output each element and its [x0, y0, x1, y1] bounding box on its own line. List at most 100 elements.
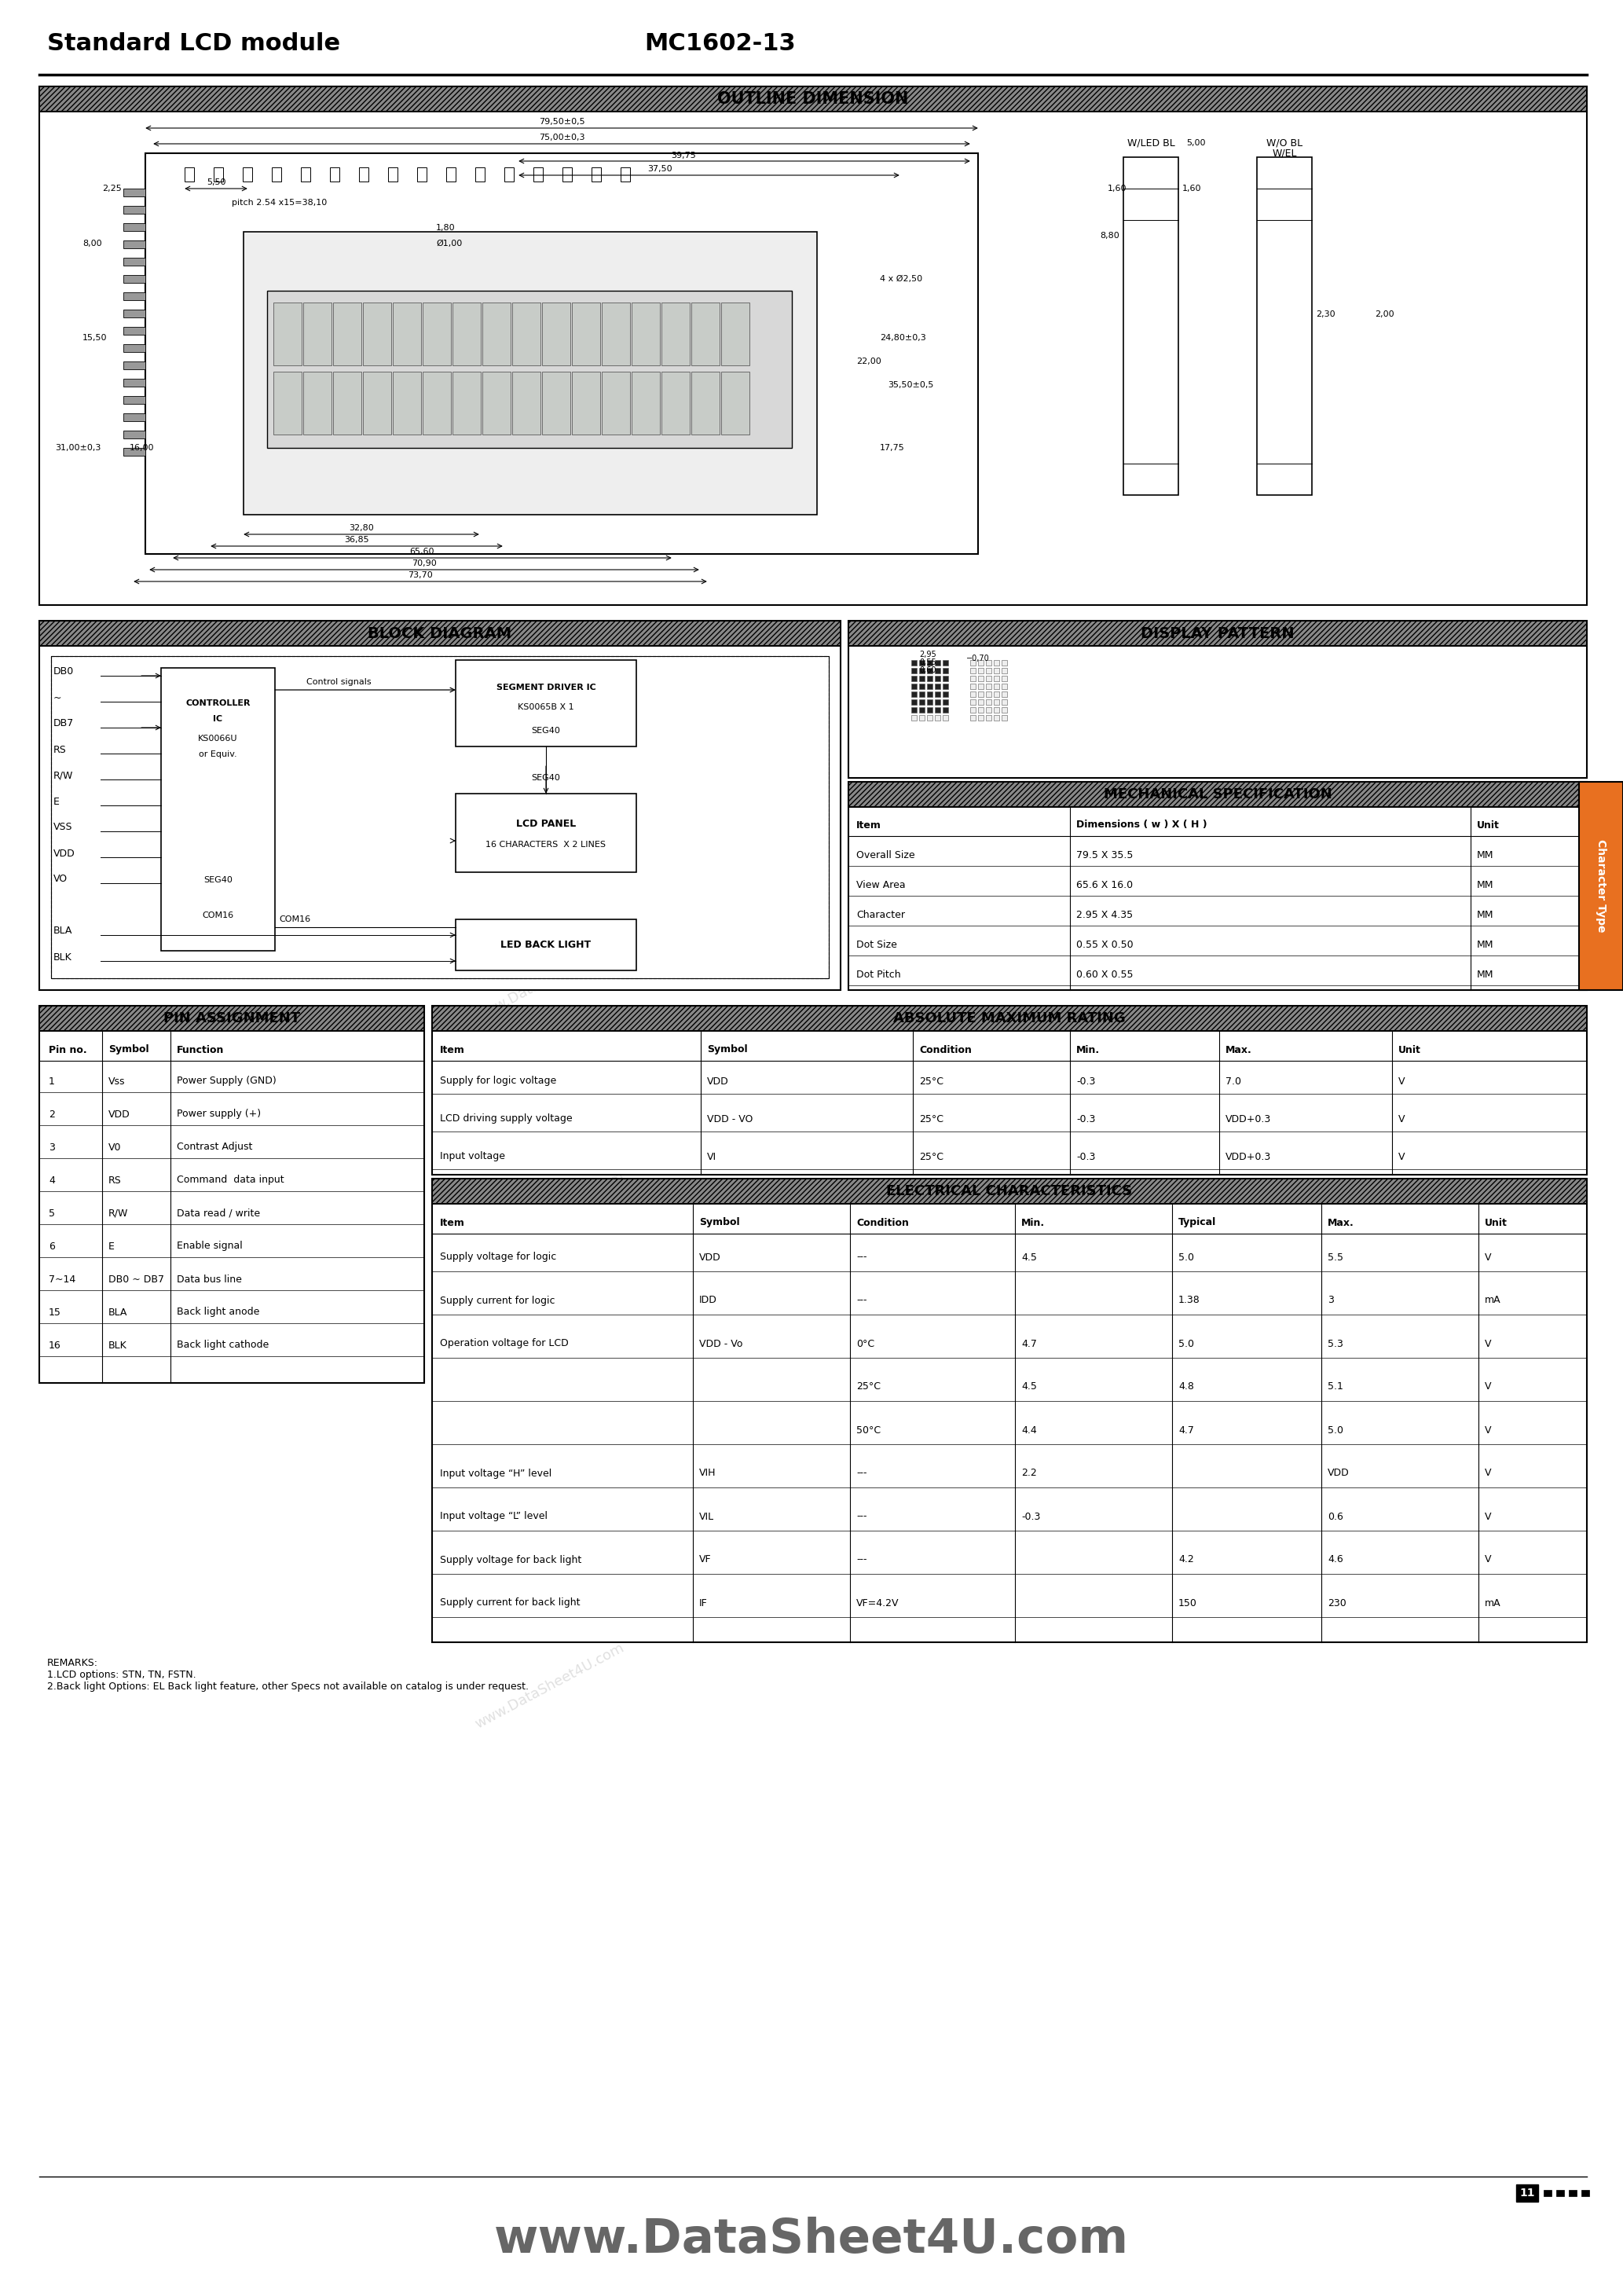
Text: 0,55: 0,55: [919, 659, 936, 666]
Text: VDD - VO: VDD - VO: [708, 1114, 753, 1125]
Text: Unit: Unit: [1485, 1217, 1508, 1228]
Bar: [935, 691, 940, 698]
Bar: [927, 700, 933, 705]
Text: Item: Item: [440, 1217, 464, 1228]
Text: 4.2: 4.2: [1178, 1554, 1195, 1566]
Text: BLK: BLK: [54, 953, 71, 962]
Text: Power Supply (GND): Power Supply (GND): [177, 1077, 276, 1086]
Text: 31,00±0,3: 31,00±0,3: [55, 443, 101, 452]
Text: LED BACK LIGHT: LED BACK LIGHT: [502, 939, 591, 951]
Text: VF=4.2V: VF=4.2V: [857, 1598, 899, 1607]
Text: 2,00: 2,00: [1375, 310, 1394, 319]
Bar: [849, 783, 1587, 806]
Bar: [911, 707, 917, 712]
Text: V: V: [1485, 1251, 1492, 1263]
Text: SEG40: SEG40: [531, 728, 560, 735]
Text: Pin no.: Pin no.: [49, 1045, 88, 1054]
Text: V: V: [1399, 1077, 1406, 1086]
Bar: [214, 168, 222, 181]
Bar: [979, 675, 984, 682]
Bar: [243, 232, 816, 514]
Text: 79,50±0,5: 79,50±0,5: [539, 117, 584, 126]
Text: www.DataSheet4U.com: www.DataSheet4U.com: [472, 934, 626, 1024]
Text: 8,00: 8,00: [83, 239, 102, 248]
Text: 5,00: 5,00: [1186, 140, 1206, 147]
Text: RS: RS: [109, 1176, 122, 1185]
Text: www.DataSheet4U.com: www.DataSheet4U.com: [472, 1169, 626, 1261]
Bar: [979, 714, 984, 721]
Text: LCD PANEL: LCD PANEL: [516, 817, 576, 829]
Bar: [662, 372, 690, 434]
Bar: [446, 168, 456, 181]
Text: 11: 11: [1519, 2188, 1535, 2200]
Text: 4.7: 4.7: [1178, 1426, 1195, 1435]
Text: View Area: View Area: [857, 879, 906, 891]
Text: DB7: DB7: [54, 719, 75, 728]
Text: E: E: [54, 797, 60, 806]
Bar: [482, 303, 511, 365]
Text: 50°C: 50°C: [857, 1426, 881, 1435]
Text: 15: 15: [49, 1306, 62, 1318]
Text: 16,00: 16,00: [130, 443, 154, 452]
Bar: [919, 668, 925, 673]
Bar: [1001, 714, 1008, 721]
Text: 65,60: 65,60: [409, 549, 435, 556]
Text: 4.6: 4.6: [1328, 1554, 1344, 1566]
Text: 4.5: 4.5: [1021, 1382, 1037, 1391]
Text: Min.: Min.: [1021, 1217, 1045, 1228]
Bar: [691, 372, 719, 434]
Bar: [1256, 156, 1311, 496]
Bar: [935, 668, 940, 673]
Bar: [1579, 783, 1623, 990]
Text: 0°C: 0°C: [857, 1339, 875, 1348]
Bar: [919, 707, 925, 712]
Text: OUTLINE DIMENSION: OUTLINE DIMENSION: [717, 92, 909, 108]
Bar: [1001, 659, 1008, 666]
Text: Back light cathode: Back light cathode: [177, 1341, 269, 1350]
Text: 1,60: 1,60: [1182, 184, 1201, 193]
Bar: [329, 168, 339, 181]
Bar: [935, 675, 940, 682]
Text: ---: ---: [857, 1511, 867, 1522]
Text: 2.95 X 4.35: 2.95 X 4.35: [1076, 909, 1133, 921]
Text: MM: MM: [1477, 939, 1493, 951]
Bar: [631, 303, 661, 365]
Text: 25°C: 25°C: [919, 1114, 943, 1125]
Text: Supply current for back light: Supply current for back light: [440, 1598, 579, 1607]
Bar: [662, 303, 690, 365]
Bar: [971, 714, 975, 721]
Bar: [456, 918, 636, 971]
Text: -0.3: -0.3: [1076, 1114, 1096, 1125]
Bar: [943, 714, 948, 721]
Text: DB0 ~ DB7: DB0 ~ DB7: [109, 1274, 164, 1283]
Text: 5.0: 5.0: [1178, 1339, 1195, 1348]
Bar: [943, 684, 948, 689]
Text: ABSOLUTE MAXIMUM RATING: ABSOLUTE MAXIMUM RATING: [893, 1010, 1126, 1026]
Text: 65.6 X 16.0: 65.6 X 16.0: [1076, 879, 1133, 891]
Bar: [393, 372, 420, 434]
Text: 4.5: 4.5: [1021, 1251, 1037, 1263]
Bar: [563, 168, 571, 181]
Bar: [453, 372, 480, 434]
Text: SEG40: SEG40: [203, 877, 232, 884]
Bar: [691, 303, 719, 365]
Bar: [911, 691, 917, 698]
Bar: [268, 292, 792, 448]
Text: Power supply (+): Power supply (+): [177, 1109, 261, 1120]
Bar: [919, 659, 925, 666]
Text: KS0066U: KS0066U: [198, 735, 239, 742]
Bar: [849, 783, 1587, 990]
Text: CONTROLLER: CONTROLLER: [185, 700, 250, 707]
Bar: [993, 684, 1000, 689]
Text: E: E: [109, 1242, 115, 1251]
Bar: [602, 303, 630, 365]
Bar: [979, 659, 984, 666]
Text: MECHANICAL SPECIFICATION: MECHANICAL SPECIFICATION: [1104, 788, 1332, 801]
Bar: [993, 659, 1000, 666]
Bar: [1556, 2190, 1565, 2197]
Bar: [602, 372, 630, 434]
Bar: [943, 675, 948, 682]
Text: V: V: [1485, 1382, 1492, 1391]
Bar: [943, 707, 948, 712]
Text: SEG40: SEG40: [531, 774, 560, 783]
